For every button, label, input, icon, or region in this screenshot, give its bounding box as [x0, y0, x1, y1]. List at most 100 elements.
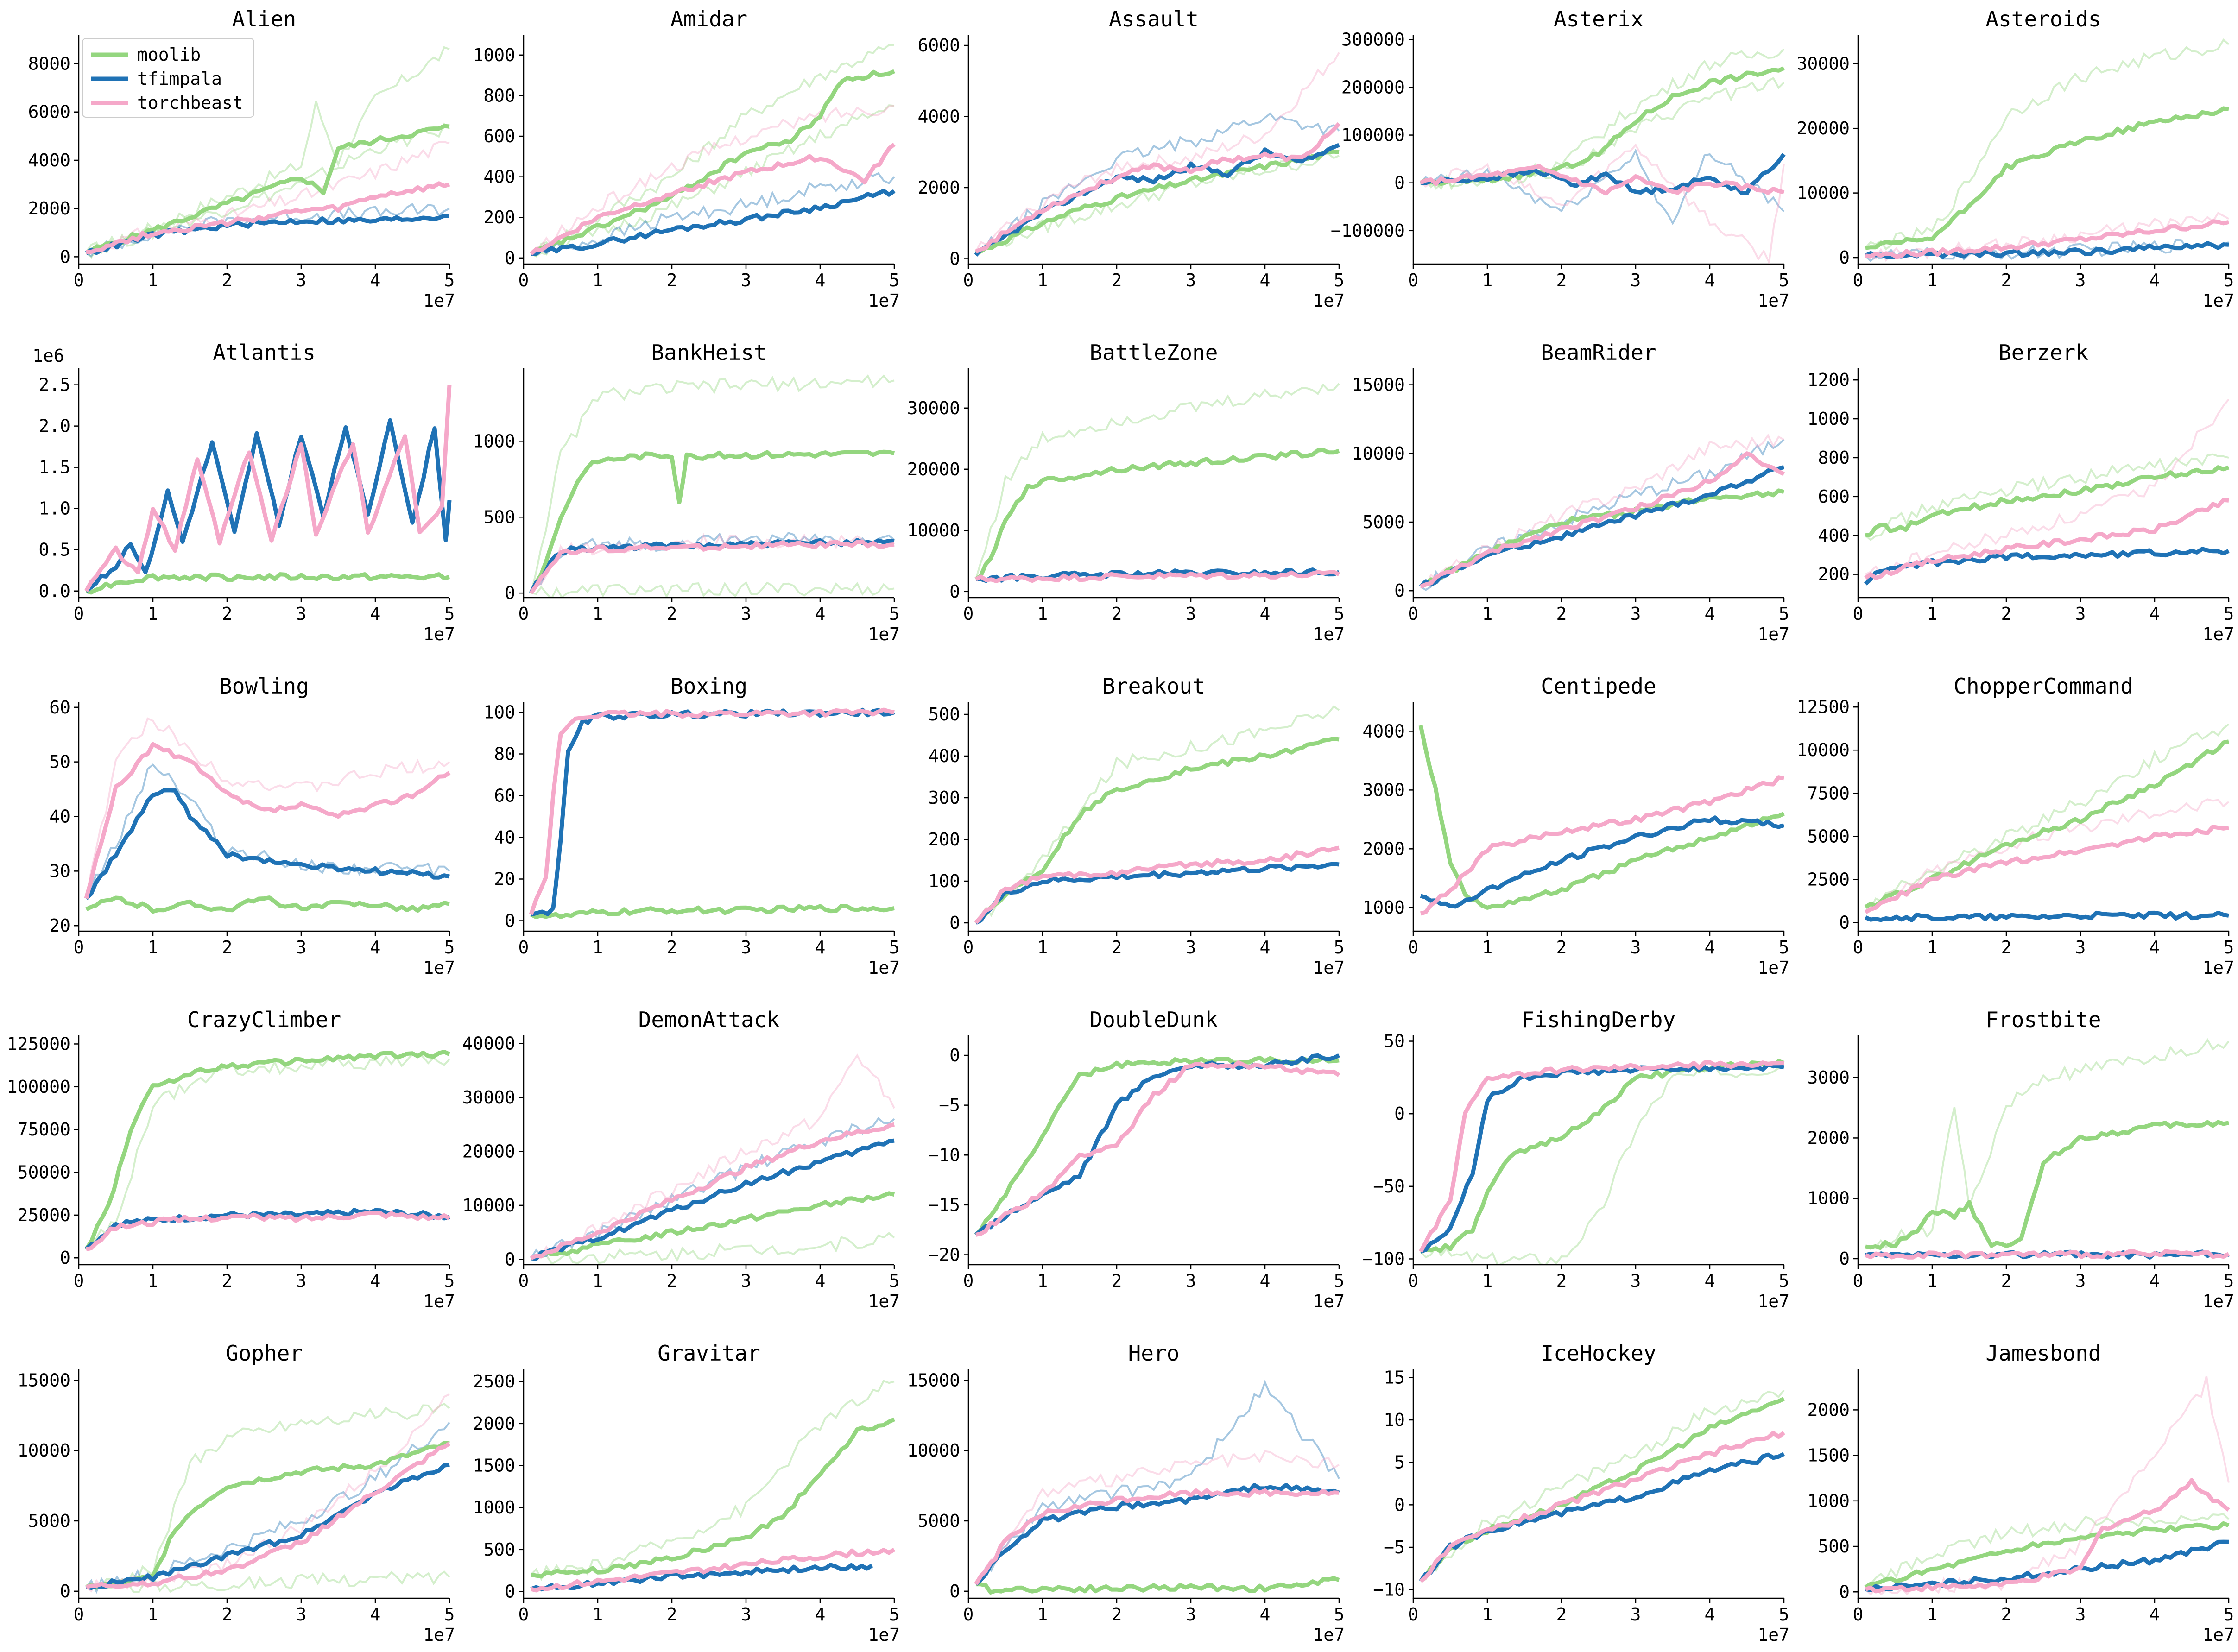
y-tick-label: 0: [60, 1581, 70, 1602]
x-axis-multiplier: 1e7: [1313, 1625, 1345, 1645]
x-tick-label: 4: [2149, 270, 2160, 290]
y-tick-label: 1.5: [38, 457, 70, 478]
axes-spines: [967, 1369, 1339, 1599]
subplot-title: Amidar: [670, 6, 747, 32]
x-tick-label: 1: [1927, 270, 1938, 290]
y-tick-label: 50: [49, 752, 70, 772]
y-tick-label: 0: [505, 911, 515, 931]
seed-line-moolib: [531, 104, 895, 257]
series-line-torchbeast: [1420, 164, 1785, 196]
series-line-torchbeast: [1864, 825, 2229, 914]
series-line-tfimpala: [531, 189, 896, 256]
seed-line-moolib: [86, 1402, 450, 1590]
x-tick-label: 2: [1556, 1604, 1567, 1625]
subplot-title: Hero: [1128, 1341, 1180, 1366]
seed-line-moolib: [1865, 723, 2230, 910]
y-tick-label: 0.0: [38, 581, 70, 601]
y-tick-label: 2000: [28, 198, 70, 219]
plot-area: [974, 705, 1340, 925]
series-line-tfimpala: [1864, 547, 2230, 586]
x-axis-multiplier: 1e7: [868, 1625, 900, 1645]
subplot-title: ChopperCommand: [1954, 674, 2133, 699]
x-tick-label: 5: [444, 1604, 455, 1625]
y-tick-label: 10: [1384, 1410, 1405, 1430]
x-tick-label: 5: [1334, 1271, 1345, 1291]
x-tick-label: 2: [1556, 604, 1567, 624]
y-tick-label: 800: [483, 85, 515, 106]
x-tick-label: 1: [593, 1604, 603, 1625]
x-axis-multiplier: 1e7: [2202, 290, 2234, 311]
seed-line-tfimpala: [531, 172, 895, 255]
series-line-torchbeast: [85, 1211, 451, 1252]
x-tick-label: 3: [296, 604, 307, 624]
x-tick-label: 1: [148, 1271, 158, 1291]
x-tick-label: 2: [222, 270, 233, 290]
y-tick-label: 10000: [1797, 740, 1850, 760]
x-tick-label: 2: [1112, 1604, 1122, 1625]
x-tick-label: 4: [370, 1604, 381, 1625]
x-tick-label: 2: [2001, 604, 2012, 624]
x-tick-label: 3: [1186, 937, 1196, 958]
y-tick-label: 200000: [1341, 77, 1405, 97]
x-tick-label: 5: [2224, 270, 2234, 290]
plot-area: [1864, 398, 2230, 586]
plot-area: [1864, 723, 2230, 922]
x-tick-label: 4: [1260, 1604, 1271, 1625]
y-tick-label: 20: [494, 869, 515, 889]
legend: moolib tfimpala torchbeast: [82, 38, 254, 118]
subplot-title: Frostbite: [1985, 1007, 2101, 1032]
y-tick-label: 8000: [28, 54, 70, 74]
x-tick-label: 1: [593, 604, 603, 624]
x-tick-label: 0: [518, 1604, 529, 1625]
x-tick-label: 5: [444, 1271, 455, 1291]
y-tick-label: 20: [49, 915, 70, 936]
x-tick-label: 0: [1853, 604, 1864, 624]
x-tick-label: 0: [518, 270, 529, 290]
x-tick-label: 5: [1779, 1604, 1789, 1625]
y-tick-label: 1.0: [38, 498, 70, 519]
series-line-torchbeast: [1865, 1478, 2230, 1594]
x-tick-label: 3: [1186, 1604, 1196, 1625]
y-tick-label: 3000: [1362, 780, 1405, 800]
seed-line-moolib: [1865, 1513, 2230, 1589]
y-tick-label: 0: [60, 1248, 70, 1268]
y-tick-label: 10000: [18, 1440, 70, 1461]
x-tick-label: 1: [593, 937, 603, 958]
x-tick-label: 5: [889, 937, 900, 958]
x-tick-label: 5: [1779, 1271, 1789, 1291]
seed-line-moolib: [975, 383, 1340, 580]
y-tick-label: 500: [483, 1539, 515, 1560]
x-tick-label: 0: [74, 1271, 84, 1291]
series-line-moolib: [85, 895, 450, 914]
x-tick-label: 4: [1705, 937, 1715, 958]
y-tick-label: 1000: [473, 45, 515, 65]
seed-line-torchbeast: [1420, 143, 1785, 264]
x-tick-label: 0: [963, 604, 974, 624]
x-tick-label: 4: [370, 1271, 381, 1291]
x-tick-label: 2: [1112, 270, 1122, 290]
seed-line-torchbeast: [975, 52, 1340, 252]
x-tick-label: 0: [74, 937, 84, 958]
x-tick-label: 3: [1186, 1271, 1196, 1291]
x-tick-label: 4: [815, 1271, 826, 1291]
y-tick-label: 2000: [473, 1413, 515, 1434]
series-line-moolib: [530, 1191, 895, 1261]
plot-area: [530, 44, 896, 258]
series-line-torchbeast: [85, 1442, 451, 1589]
x-tick-label: 3: [296, 1271, 307, 1291]
x-tick-label: 4: [815, 270, 826, 290]
x-tick-label: 3: [1631, 1604, 1641, 1625]
x-tick-label: 0: [1408, 937, 1419, 958]
axes-spines: [78, 1035, 449, 1266]
axes-spines: [78, 1369, 449, 1599]
axes-spines: [967, 368, 1339, 599]
